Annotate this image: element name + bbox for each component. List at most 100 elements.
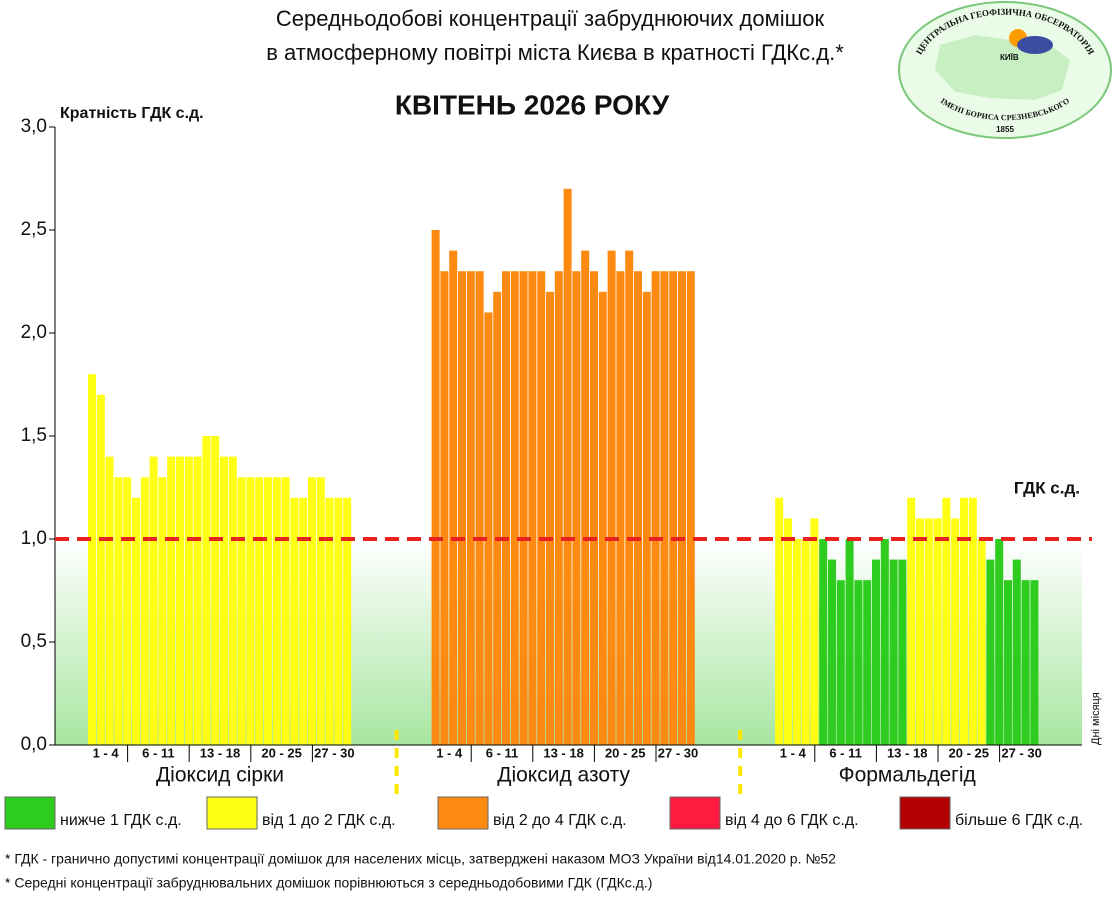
bar	[167, 456, 176, 745]
bar	[563, 188, 572, 746]
bar	[634, 271, 642, 745]
bar	[792, 539, 801, 745]
bar	[642, 291, 651, 745]
bar	[977, 539, 986, 745]
bar	[616, 271, 625, 745]
day-label: 20 - 25	[605, 745, 645, 760]
bar	[308, 477, 316, 745]
bar	[819, 539, 828, 745]
bar	[572, 271, 581, 745]
bar	[202, 436, 211, 745]
bar	[299, 497, 308, 745]
bar	[625, 250, 634, 745]
bar	[554, 271, 563, 745]
y-tick-label: 2,0	[21, 322, 47, 343]
bar	[334, 497, 343, 745]
bar	[546, 291, 554, 745]
legend-swatch	[4, 796, 56, 830]
group-label: Діоксид азоту	[497, 764, 630, 787]
bar	[510, 271, 519, 745]
bar	[537, 271, 546, 745]
bar	[466, 271, 475, 745]
y-tick-label: 1,0	[21, 528, 47, 549]
logo: ЦЕНТРАЛЬНА ГЕОФІЗИЧНА ОБСЕРВАТОРІЯ КИЇВ …	[898, 1, 1112, 139]
day-label: 13 - 18	[543, 745, 583, 760]
day-label: 20 - 25	[261, 745, 301, 760]
bar	[343, 497, 352, 745]
bar	[493, 291, 502, 745]
bar	[105, 456, 114, 745]
bar	[801, 539, 810, 745]
bar	[158, 477, 167, 745]
bar	[440, 271, 449, 745]
bar	[1021, 580, 1030, 745]
bar	[651, 271, 660, 745]
y-tick-label: 0,0	[21, 734, 47, 755]
bar	[784, 518, 792, 745]
y-tick-label: 1,5	[21, 425, 47, 446]
bar	[775, 497, 784, 745]
day-label: 13 - 18	[200, 745, 240, 760]
title-line: Середньодобові концентрації забруднюючих…	[276, 6, 825, 31]
bar	[519, 271, 528, 745]
bar	[149, 456, 158, 745]
bar	[237, 477, 246, 745]
bar	[942, 497, 951, 745]
bar	[581, 250, 590, 745]
bar	[968, 497, 977, 745]
bar	[669, 271, 678, 745]
subtitle: КВІТЕНЬ 2026 РОКУ	[395, 89, 670, 120]
day-label: 13 - 18	[887, 745, 927, 760]
legend-swatch	[437, 796, 489, 830]
legend-swatch	[206, 796, 258, 830]
legend-label: нижче 1 ГДК с.д.	[60, 812, 182, 829]
bar	[211, 436, 220, 745]
bar	[924, 518, 933, 745]
bar	[995, 539, 1004, 745]
group-label: Формальдегід	[839, 764, 976, 787]
footnote: * ГДК - гранично допустимі концентрації …	[5, 851, 836, 867]
legend-label: більше 6 ГДК с.д.	[955, 812, 1083, 829]
legend-label: від 1 до 2 ГДК с.д.	[262, 812, 396, 829]
logo-text: 1855	[996, 125, 1014, 134]
bar	[1004, 580, 1012, 745]
bar	[1030, 580, 1039, 745]
bar	[872, 559, 880, 745]
bar	[484, 312, 493, 745]
bar	[933, 518, 942, 745]
bar	[528, 271, 537, 745]
bar	[836, 580, 845, 745]
bar	[114, 477, 123, 745]
bar	[458, 271, 466, 745]
bar	[449, 250, 458, 745]
bar	[863, 580, 872, 745]
x-axis-label: Дні місяця	[1090, 692, 1102, 745]
bar	[264, 477, 272, 745]
bar	[176, 456, 184, 745]
bar	[502, 271, 510, 745]
bar	[272, 477, 281, 745]
bar	[316, 477, 325, 745]
day-label: 27 - 30	[1001, 745, 1041, 760]
bar	[810, 518, 819, 745]
legend-label: від 4 до 6 ГДК с.д.	[725, 812, 859, 829]
bar	[184, 456, 193, 745]
bar	[246, 477, 255, 745]
bar	[132, 497, 140, 745]
bar	[1012, 559, 1021, 745]
day-label: 27 - 30	[658, 745, 698, 760]
logo-text: КИЇВ	[1000, 53, 1019, 62]
bar	[986, 559, 995, 745]
title-line: в атмосферному повітрі міста Києва в кра…	[266, 40, 844, 65]
bar	[290, 497, 299, 745]
day-label: 20 - 25	[949, 745, 989, 760]
bar	[475, 271, 484, 745]
bar	[88, 374, 96, 745]
y-axis-label: Кратність ГДК с.д.	[60, 105, 204, 122]
day-label: 1 - 4	[436, 745, 463, 760]
bar	[951, 518, 960, 745]
day-label: 27 - 30	[314, 745, 354, 760]
bar	[845, 539, 854, 745]
day-label: 6 - 11	[486, 745, 519, 760]
